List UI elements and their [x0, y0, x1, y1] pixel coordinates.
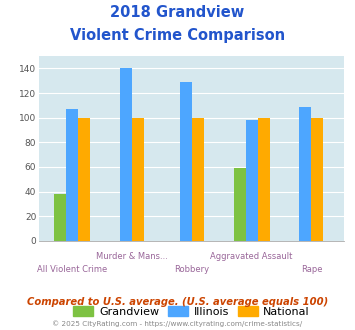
Text: Compared to U.S. average. (U.S. average equals 100): Compared to U.S. average. (U.S. average … — [27, 297, 328, 307]
Bar — [311, 118, 323, 241]
Text: 2018 Grandview: 2018 Grandview — [110, 5, 245, 20]
Bar — [132, 118, 144, 241]
Bar — [246, 120, 257, 241]
Bar — [257, 118, 269, 241]
Bar — [66, 109, 78, 241]
Text: Violent Crime Comparison: Violent Crime Comparison — [70, 28, 285, 43]
Text: © 2025 CityRating.com - https://www.cityrating.com/crime-statistics/: © 2025 CityRating.com - https://www.city… — [53, 321, 302, 327]
Bar — [192, 118, 204, 241]
Bar — [234, 168, 246, 241]
Text: All Violent Crime: All Violent Crime — [37, 265, 107, 274]
Text: Rape: Rape — [301, 265, 322, 274]
Bar — [180, 82, 192, 241]
Text: Aggravated Assault: Aggravated Assault — [211, 252, 293, 261]
Text: Robbery: Robbery — [174, 265, 209, 274]
Legend: Grandview, Illinois, National: Grandview, Illinois, National — [69, 302, 315, 321]
Bar — [78, 118, 90, 241]
Text: Murder & Mans...: Murder & Mans... — [96, 252, 168, 261]
Bar — [54, 194, 66, 241]
Bar — [300, 107, 311, 241]
Bar — [120, 68, 132, 241]
